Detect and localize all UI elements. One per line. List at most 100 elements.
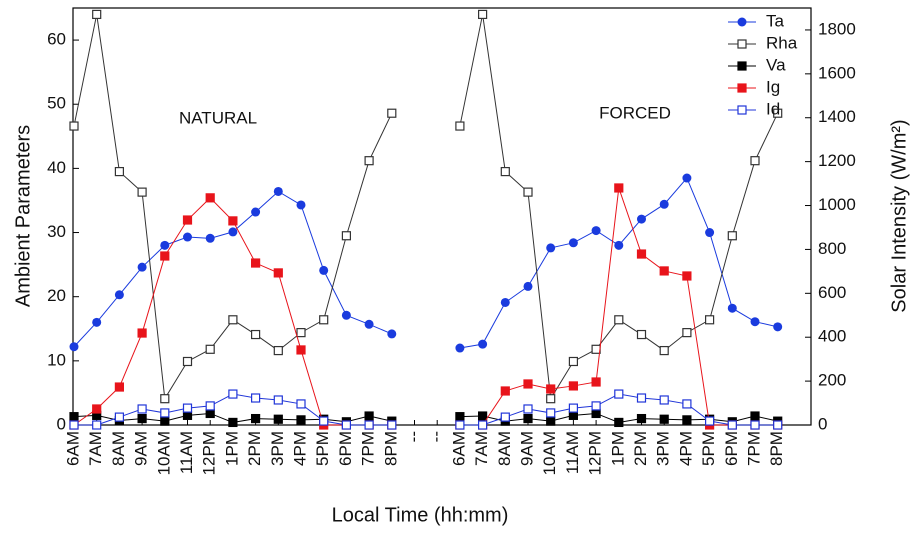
data-point: [296, 415, 306, 425]
data-point: [568, 403, 579, 413]
x-tick-label: 8AM: [109, 431, 128, 466]
data-point: [251, 413, 261, 424]
x-tick-label: 7AM: [86, 431, 105, 466]
x-axis-title: Local Time (hh:mm): [332, 504, 509, 526]
data-point: [455, 412, 465, 422]
y2-tick-label: 400: [818, 327, 846, 346]
x-tick-label: 4PM: [676, 431, 695, 466]
data-point: [387, 420, 397, 430]
x-tick-label: 12PM: [200, 431, 219, 475]
data-point: [682, 173, 692, 183]
y2-tick-label: 1200: [818, 151, 856, 170]
data-point: [455, 121, 465, 131]
y2-tick-label: 800: [818, 239, 846, 258]
data-point: [659, 199, 669, 209]
data-point: [500, 166, 510, 177]
data-point: [614, 183, 624, 193]
x-tick-label: 11AM: [177, 431, 196, 474]
y2-axis-title: Solar Intensity (W/m²): [888, 119, 910, 312]
data-point: [160, 251, 170, 261]
data-point: [273, 186, 283, 196]
data-point: [205, 193, 215, 203]
data-point: [591, 226, 601, 236]
data-point: [568, 381, 579, 391]
x-tick-label: 12PM: [586, 431, 605, 475]
data-point: [523, 379, 533, 389]
x-tick-label: 10AM: [540, 431, 559, 475]
data-point: [727, 420, 737, 430]
plot-frame: [72, 7, 812, 426]
data-point: [750, 156, 760, 166]
data-point: [182, 356, 193, 367]
x-tick-label: 6AM: [449, 431, 468, 466]
data-point: [137, 262, 147, 272]
data-point: [273, 345, 283, 356]
data-point: [636, 249, 647, 259]
x-tick-label: 3PM: [654, 431, 673, 466]
data-point: [319, 315, 329, 325]
data-point: [659, 266, 669, 276]
x-tick-label: 3PM: [268, 431, 287, 466]
data-point: [659, 414, 669, 424]
y-tick-label: 0: [57, 414, 66, 433]
data-point: [523, 413, 533, 424]
y-tick-label: 40: [47, 158, 66, 177]
y-axis-title: Ambient Parameters: [12, 125, 34, 307]
legend-label: Ta: [766, 11, 785, 30]
x-tick-label: 5PM: [699, 431, 718, 466]
data-point: [704, 416, 715, 426]
data-point: [319, 416, 329, 426]
data-point: [160, 416, 170, 426]
data-point: [546, 243, 556, 253]
data-point: [114, 290, 124, 300]
data-point: [160, 240, 170, 250]
data-point: [614, 315, 624, 325]
series-line: [73, 412, 778, 423]
data-point: [523, 404, 533, 414]
data-point: [114, 166, 125, 177]
y2-tick-label: 1400: [818, 107, 856, 126]
legend-marker: [737, 61, 747, 71]
y2-tick-label: 0: [818, 414, 827, 433]
data-point: [228, 417, 238, 428]
y-tick-label: 30: [47, 222, 66, 241]
x-tick-label: 10AM: [154, 431, 173, 475]
data-point: [205, 233, 215, 243]
data-point: [500, 412, 510, 422]
x-tick-label: 5PM: [313, 431, 332, 466]
data-point: [296, 200, 306, 210]
data-point: [137, 328, 147, 338]
data-point: [69, 420, 79, 430]
data-point: [296, 345, 306, 355]
x-tick-label: 8PM: [767, 431, 786, 466]
data-point: [364, 420, 374, 430]
data-point: [341, 231, 351, 241]
x-tick-label: 8AM: [495, 431, 514, 466]
x-tick-label: 6PM: [336, 431, 355, 466]
data-point: [205, 344, 215, 354]
data-point: [546, 394, 556, 404]
x-tick-label: 6PM: [722, 431, 741, 466]
y2-tick-label: 200: [818, 371, 846, 390]
data-point: [364, 411, 374, 421]
data-point: [137, 187, 147, 197]
data-point: [364, 156, 374, 166]
x-tick-label: --: [404, 431, 423, 442]
data-point: [273, 268, 283, 278]
y-tick-label: 20: [47, 286, 66, 305]
data-point: [682, 399, 692, 409]
data-point: [568, 356, 579, 367]
annotation: NATURAL: [179, 108, 257, 127]
data-point: [591, 344, 601, 354]
data-point: [704, 315, 715, 325]
y2-tick-label: 1800: [818, 19, 856, 38]
y2-tick-label: 1000: [818, 195, 856, 214]
data-point: [546, 384, 556, 394]
x-tick-label: 1PM: [608, 431, 627, 466]
data-point: [114, 412, 125, 422]
data-point: [773, 322, 783, 332]
data-point: [114, 382, 125, 392]
data-point: [228, 216, 238, 226]
legend-label: Va: [766, 55, 786, 74]
